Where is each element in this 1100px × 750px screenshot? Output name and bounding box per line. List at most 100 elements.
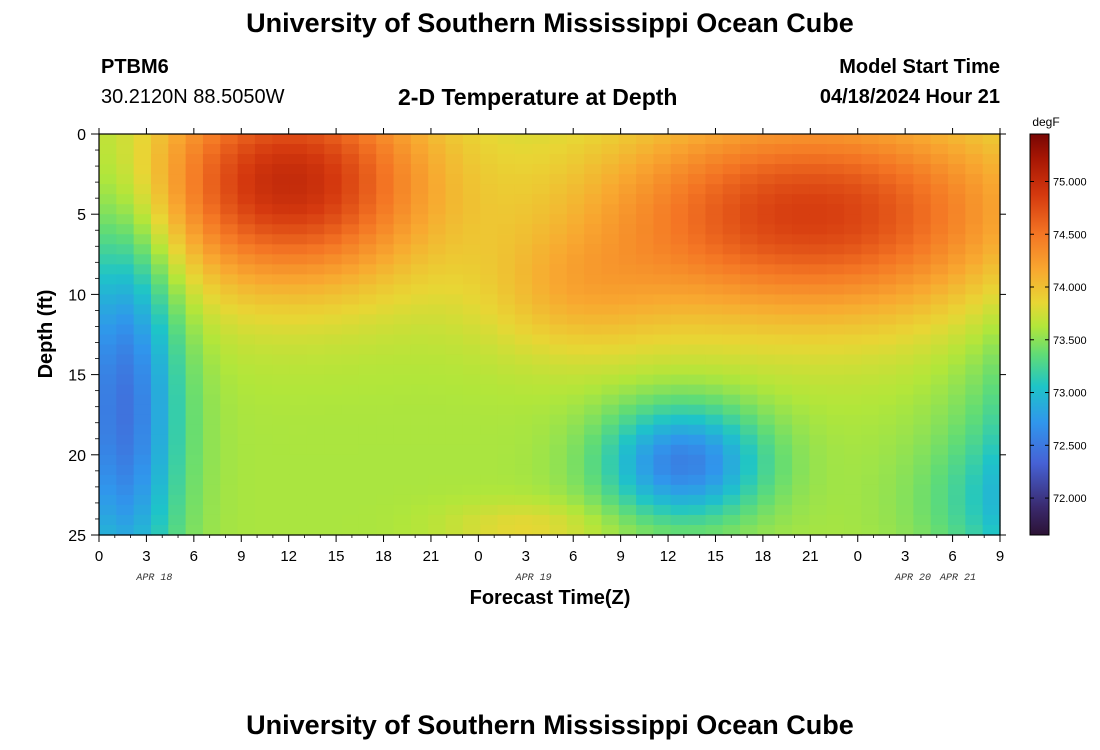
- heatmap-cell: [688, 314, 707, 326]
- heatmap-cell: [826, 354, 845, 366]
- heatmap-cell: [913, 384, 932, 396]
- heatmap-cell: [896, 154, 914, 165]
- heatmap-cell: [965, 254, 984, 265]
- heatmap-cell: [636, 494, 655, 506]
- heatmap-cell: [428, 484, 447, 496]
- heatmap-cell: [202, 254, 221, 265]
- heatmap-cell: [601, 244, 620, 255]
- heatmap-cell: [896, 134, 914, 145]
- heatmap-cell: [861, 144, 880, 155]
- heatmap-cell: [185, 164, 204, 175]
- heatmap-cell: [826, 134, 845, 145]
- heatmap-cell: [254, 214, 273, 225]
- heatmap-cell: [601, 364, 620, 376]
- heatmap-cell: [202, 244, 221, 255]
- heatmap-cell: [844, 414, 862, 426]
- heatmap-cell: [480, 474, 499, 486]
- heatmap-cell: [930, 434, 949, 446]
- heatmap-cell: [705, 384, 724, 396]
- heatmap-cell: [480, 334, 499, 346]
- heatmap-cell: [982, 454, 1001, 466]
- heatmap-cell: [237, 484, 256, 496]
- heatmap-cell: [566, 524, 585, 536]
- heatmap-cell: [792, 464, 811, 476]
- heatmap-cell: [358, 264, 377, 275]
- heatmap-cell: [116, 504, 135, 516]
- heatmap-cell: [722, 344, 741, 356]
- heatmap-cell: [480, 504, 499, 516]
- heatmap-cell: [566, 314, 585, 326]
- heatmap-cell: [168, 304, 187, 316]
- heatmap-cell: [341, 424, 360, 436]
- heatmap-cell: [861, 174, 880, 185]
- heatmap-cell: [150, 234, 169, 245]
- heatmap-cell: [826, 144, 845, 155]
- heatmap-cell: [757, 414, 776, 426]
- heatmap-cell: [168, 444, 187, 456]
- heatmap-cell: [670, 144, 689, 155]
- heatmap-cell: [341, 234, 360, 245]
- heatmap-cell: [237, 414, 256, 426]
- heatmap-cell: [618, 264, 637, 275]
- heatmap-cell: [220, 364, 239, 376]
- heatmap-cell: [722, 324, 741, 336]
- heatmap-cell: [410, 374, 429, 386]
- heatmap-cell: [445, 374, 464, 386]
- heatmap-cell: [601, 344, 620, 356]
- heatmap-cell: [428, 454, 447, 466]
- heatmap-cell: [514, 144, 533, 155]
- heatmap-cell: [618, 524, 637, 536]
- heatmap-cell: [965, 164, 984, 175]
- y-tick-label: 5: [77, 207, 86, 224]
- y-tick-label: 10: [68, 287, 86, 304]
- heatmap-cell: [566, 194, 585, 205]
- heatmap-cell: [532, 374, 551, 386]
- heatmap-cell: [896, 514, 914, 526]
- heatmap-cell: [185, 134, 204, 145]
- heatmap-cell: [670, 134, 689, 145]
- heatmap-cell: [965, 404, 984, 416]
- heatmap-cell: [99, 374, 117, 386]
- station-id: PTBM6: [101, 56, 169, 78]
- heatmap-cell: [826, 334, 845, 346]
- heatmap-cell: [393, 144, 412, 155]
- heatmap-cell: [393, 264, 412, 275]
- heatmap-cell: [688, 424, 707, 436]
- heatmap-cell: [965, 204, 984, 215]
- heatmap-cell: [150, 324, 169, 336]
- heatmap-cell: [792, 524, 811, 536]
- heatmap-cell: [254, 174, 273, 185]
- heatmap-cell: [809, 384, 828, 396]
- heatmap-cell: [185, 434, 204, 446]
- heatmap-cell: [948, 494, 966, 506]
- heatmap-cell: [428, 504, 447, 516]
- heatmap-cell: [116, 394, 135, 406]
- heatmap-cell: [618, 414, 637, 426]
- heatmap-cell: [688, 254, 707, 265]
- heatmap-cell: [965, 274, 984, 285]
- heatmap-cell: [982, 274, 1001, 285]
- heatmap-cell: [237, 454, 256, 466]
- heatmap-cell: [99, 524, 117, 536]
- heatmap-cell: [636, 164, 655, 175]
- heatmap-cell: [965, 364, 984, 376]
- heatmap-cell: [220, 184, 239, 195]
- heatmap-cell: [774, 204, 793, 215]
- heatmap-cell: [445, 204, 464, 215]
- heatmap-cell: [809, 274, 828, 285]
- heatmap-cell: [289, 464, 308, 476]
- heatmap-cell: [220, 394, 239, 406]
- heatmap-cell: [202, 204, 221, 215]
- heatmap-cell: [341, 464, 360, 476]
- heatmap-cell: [618, 274, 637, 285]
- heatmap-cell: [878, 454, 897, 466]
- heatmap-cell: [462, 394, 481, 406]
- heatmap-cell: [618, 404, 637, 416]
- heatmap-cell: [826, 464, 845, 476]
- heatmap-cell: [688, 504, 707, 516]
- heatmap-cell: [514, 494, 533, 506]
- heatmap-cell: [861, 284, 880, 296]
- heatmap-cell: [601, 194, 620, 205]
- heatmap-cell: [480, 364, 499, 376]
- heatmap-cell: [497, 244, 516, 255]
